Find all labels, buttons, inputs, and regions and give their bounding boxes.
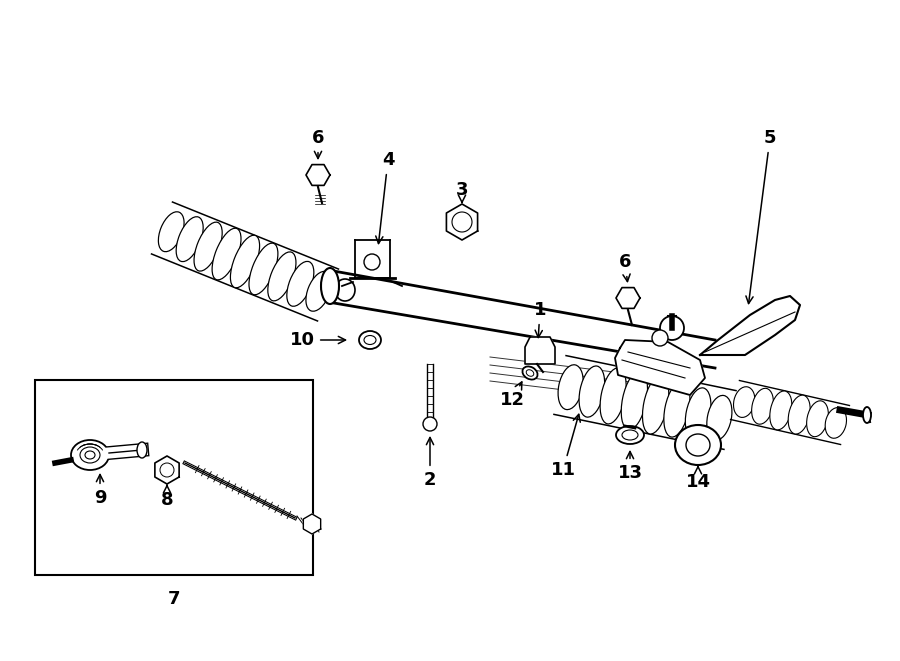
Ellipse shape [675,425,721,465]
Ellipse shape [706,395,732,440]
Circle shape [364,254,380,270]
Text: 1: 1 [534,301,546,338]
Text: 4: 4 [375,151,394,243]
Text: 9: 9 [94,475,106,507]
Polygon shape [446,204,478,240]
Ellipse shape [71,440,109,470]
Ellipse shape [212,228,241,280]
Ellipse shape [249,243,278,295]
Ellipse shape [788,395,810,434]
Ellipse shape [158,212,184,252]
Polygon shape [700,296,800,355]
Ellipse shape [194,222,222,271]
Text: 8: 8 [161,485,174,509]
Ellipse shape [734,387,755,418]
Ellipse shape [321,268,339,304]
Ellipse shape [176,217,203,262]
Circle shape [652,330,668,346]
Polygon shape [615,340,705,395]
Polygon shape [525,337,555,364]
Text: 5: 5 [746,129,776,303]
Ellipse shape [752,388,773,424]
Text: 6: 6 [619,253,631,282]
Ellipse shape [643,375,669,434]
Bar [35,380,313,575]
Text: 3: 3 [455,181,468,202]
Text: 10: 10 [290,331,346,349]
Ellipse shape [863,407,871,423]
Ellipse shape [230,235,259,288]
Ellipse shape [664,381,690,437]
Ellipse shape [137,442,147,458]
Ellipse shape [600,368,626,424]
Ellipse shape [268,252,296,301]
Text: 14: 14 [686,467,710,491]
Circle shape [660,316,684,340]
Ellipse shape [806,401,828,437]
Ellipse shape [579,366,605,417]
Ellipse shape [287,261,314,306]
Ellipse shape [558,365,583,410]
Ellipse shape [616,426,644,444]
Ellipse shape [523,366,537,379]
Ellipse shape [335,279,355,301]
Polygon shape [616,288,640,309]
Ellipse shape [359,331,381,349]
Text: 6: 6 [311,129,324,159]
Ellipse shape [825,408,847,438]
Text: 11: 11 [551,414,580,479]
Circle shape [423,417,437,431]
Text: 12: 12 [500,382,525,409]
Polygon shape [303,514,320,534]
Polygon shape [155,456,179,484]
Text: 2: 2 [424,438,436,489]
Ellipse shape [621,371,647,430]
Polygon shape [306,165,330,185]
Ellipse shape [685,388,711,439]
Text: 7: 7 [167,590,180,608]
Text: 13: 13 [617,451,643,482]
Ellipse shape [306,271,331,311]
Ellipse shape [770,391,792,430]
